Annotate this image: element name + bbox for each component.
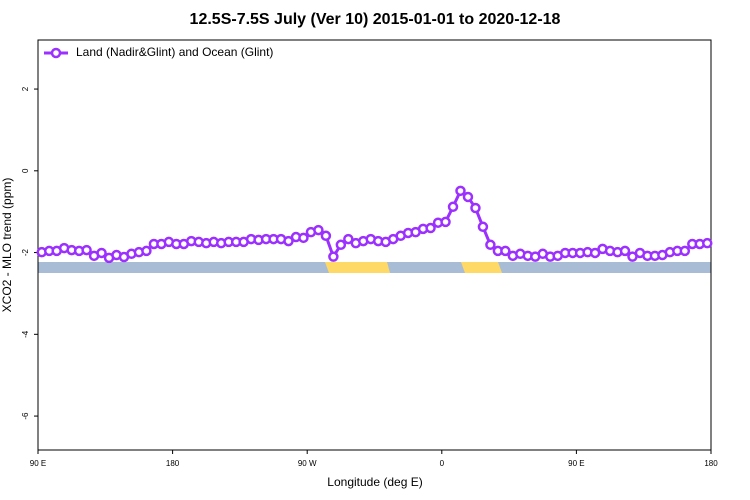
x-tick-label: 180 [166,459,180,468]
x-tick-label: 90 E [30,459,46,468]
land-segment [461,262,502,273]
data-point [141,245,152,257]
chart-title: 12.5S-7.5S July (Ver 10) 2015-01-01 to 2… [190,11,561,28]
data-point [619,245,631,257]
data-point [81,244,92,256]
y-tick-label: -4 [21,330,30,338]
data-point [440,216,451,228]
data-point [320,230,332,242]
x-tick-label: 90 W [298,459,317,468]
data-point [455,185,466,197]
y-tick-label: -2 [21,248,30,256]
data-point [313,224,324,236]
y-tick-label: 0 [21,168,30,173]
x-tick-label: 180 [704,459,718,468]
plot-frame [37,39,712,451]
data-point [298,232,309,244]
data-point [470,202,481,214]
x-tick-label: 0 [440,459,445,468]
x-axis-label: Longitude (deg E) [327,475,422,489]
data-point [447,201,459,213]
data-point [343,233,354,245]
y-axis-label: XCO2 - MLO trend (ppm) [0,178,14,313]
land-segment [325,262,390,273]
x-tick-label: 90 E [568,459,584,468]
data-point [702,237,713,249]
data-point [96,247,107,259]
legend-label: Land (Nadir&Glint) and Ocean (Glint) [76,45,273,59]
data-point [425,222,436,234]
data-point [679,245,691,257]
data-point [477,221,489,233]
legend-marker [50,47,62,59]
data-point [462,191,474,203]
data-point [589,247,601,259]
data-point [328,251,339,262]
data-point [335,239,347,251]
y-tick-label: 2 [21,86,30,91]
data-point [500,245,511,257]
data-point [283,235,294,247]
y-tick-label: -6 [21,412,30,420]
data-point [485,239,496,251]
